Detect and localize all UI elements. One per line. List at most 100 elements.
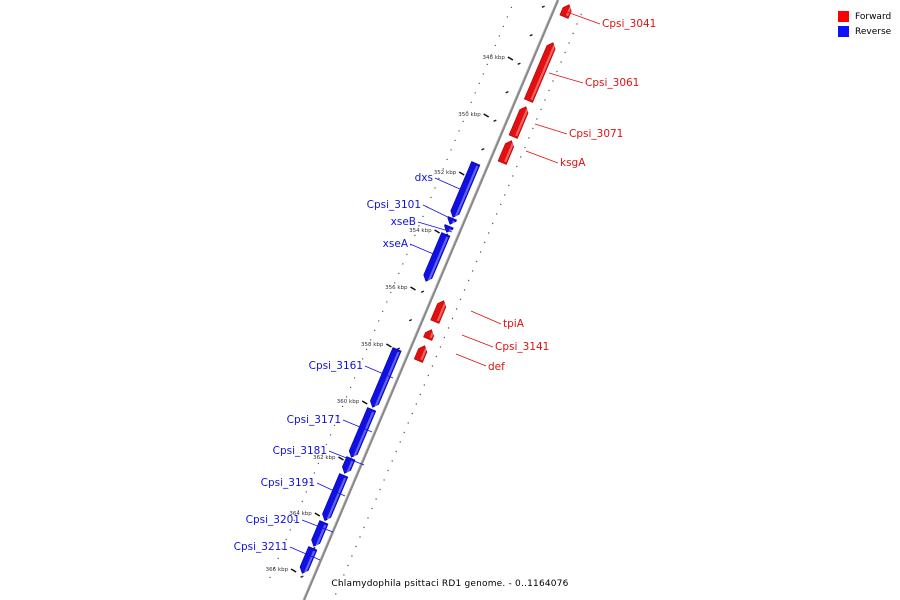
gene-body — [450, 161, 481, 218]
leader-line — [422, 204, 457, 222]
reverse-guide-dot — [486, 63, 488, 66]
minor-tick — [541, 5, 545, 8]
genome-axis-line — [302, 0, 560, 600]
reverse-guide-dot — [490, 54, 492, 56]
forward-guide-dot — [528, 137, 530, 139]
leader-line — [342, 419, 373, 433]
gene-body — [523, 42, 556, 103]
reverse-guide-dot — [370, 339, 372, 341]
gene-cpsi-3161[interactable] — [368, 347, 402, 410]
gene-label-leaders — [289, 11, 601, 561]
gene-label[interactable]: Cpsi_3101 — [367, 199, 421, 211]
gene-label[interactable]: xseA — [383, 238, 409, 250]
gene-def[interactable] — [413, 344, 429, 363]
forward-guide-dot — [455, 308, 458, 310]
major-tick — [290, 568, 297, 573]
forward-guide-dot — [548, 89, 550, 92]
gene-tpia[interactable] — [430, 299, 448, 324]
legend: Forward Reverse — [838, 9, 891, 39]
gene-ksga[interactable] — [497, 139, 516, 165]
gene-body — [423, 329, 435, 341]
forward-guide-dot — [504, 194, 506, 196]
forward-guide-dot — [427, 374, 429, 377]
gene-label[interactable]: Cpsi_3191 — [261, 477, 315, 489]
gene-features — [298, 3, 573, 576]
gene-label[interactable]: Cpsi_3201 — [246, 514, 300, 526]
gene-cpsi-3191[interactable] — [321, 473, 349, 523]
gene-highlight — [427, 236, 449, 281]
major-tick — [483, 113, 490, 118]
gene-cpsi-3071[interactable] — [508, 105, 530, 139]
forward-guide-dot — [520, 156, 522, 158]
forward-guide-dot — [343, 574, 345, 576]
gene-label[interactable]: dxs — [415, 172, 433, 184]
gene-label[interactable]: Cpsi_3061 — [585, 77, 639, 89]
reverse-guide-dot — [341, 405, 344, 408]
gene-label[interactable]: Cpsi_3041 — [602, 18, 656, 30]
reverse-guide-dot — [430, 196, 432, 199]
gene-highlight — [420, 348, 428, 361]
reverse-guide-dot — [309, 481, 311, 484]
leader-line — [316, 482, 346, 497]
reverse-guide-dot — [273, 567, 275, 569]
forward-guide-dot — [395, 450, 397, 453]
gene-highlight — [436, 303, 447, 322]
reverse-guide-dot — [414, 234, 416, 237]
reverse-guide-dot — [357, 367, 360, 370]
forward-guide-dot — [367, 517, 369, 519]
forward-guide-dot — [447, 327, 450, 329]
forward-guide-dot — [339, 583, 341, 586]
leader-line — [470, 310, 502, 325]
reverse-guide-dot — [361, 358, 364, 360]
gene-label[interactable]: ksgA — [560, 157, 586, 169]
reverse-guide-dot — [462, 120, 464, 123]
gene-cpsi-3041[interactable] — [559, 3, 573, 19]
leader-line — [534, 123, 568, 135]
gene-cpsi-3061[interactable] — [523, 41, 557, 103]
forward-guide-dot — [371, 507, 373, 510]
reverse-guide-dot — [329, 434, 332, 436]
gene-label[interactable]: xseB — [391, 216, 416, 228]
reverse-guide-dot — [442, 168, 444, 170]
gene-body — [413, 345, 428, 363]
gene-label[interactable]: Cpsi_3141 — [495, 341, 549, 353]
reverse-guide-dot — [386, 301, 388, 303]
legend-item-reverse: Reverse — [838, 24, 891, 39]
forward-guide-dot — [552, 80, 554, 82]
gene-label[interactable]: tpiA — [503, 318, 525, 330]
leader-line — [364, 365, 394, 379]
forward-guide-dot — [544, 99, 546, 101]
gene-highlight — [504, 143, 514, 163]
forward-guide-dot — [492, 222, 494, 225]
leader-line — [301, 519, 334, 533]
gene-xsea[interactable] — [422, 232, 451, 284]
gene-label[interactable]: Cpsi_3181 — [273, 445, 327, 457]
minor-tick — [505, 90, 509, 94]
gene-cpsi-3181[interactable] — [340, 456, 356, 476]
forward-guide-dot — [471, 270, 474, 272]
gene-label[interactable]: Cpsi_3211 — [234, 541, 288, 553]
reverse-guide-dot — [454, 139, 456, 142]
reverse-guide-dot — [482, 73, 484, 75]
minor-tick — [408, 318, 413, 322]
gene-cpsi-3211[interactable] — [298, 546, 318, 576]
gene-body — [508, 106, 529, 139]
forward-guide-dot — [463, 289, 466, 291]
gene-label[interactable]: Cpsi_3171 — [287, 414, 341, 426]
forward-guide-dot — [387, 469, 389, 472]
reverse-guide-dot — [390, 291, 392, 294]
kbp-tick-label: 358 kbp — [361, 342, 384, 348]
gene-label[interactable]: def — [488, 361, 505, 373]
gene-cpsi-3101[interactable] — [446, 216, 458, 227]
reverse-guide-dot — [478, 82, 480, 85]
gene-label[interactable]: Cpsi_3161 — [309, 360, 363, 372]
reverse-guide-dot — [434, 187, 436, 189]
gene-label[interactable]: Cpsi_3071 — [569, 128, 623, 140]
major-tick — [410, 286, 416, 291]
gene-cpsi-3171[interactable] — [347, 407, 377, 460]
gene-cpsi-3201[interactable] — [310, 520, 329, 549]
gene-cpsi-3141[interactable] — [423, 328, 436, 341]
gene-highlight — [326, 477, 347, 520]
gene-dxs[interactable] — [449, 161, 481, 220]
gene-highlight — [315, 524, 327, 546]
